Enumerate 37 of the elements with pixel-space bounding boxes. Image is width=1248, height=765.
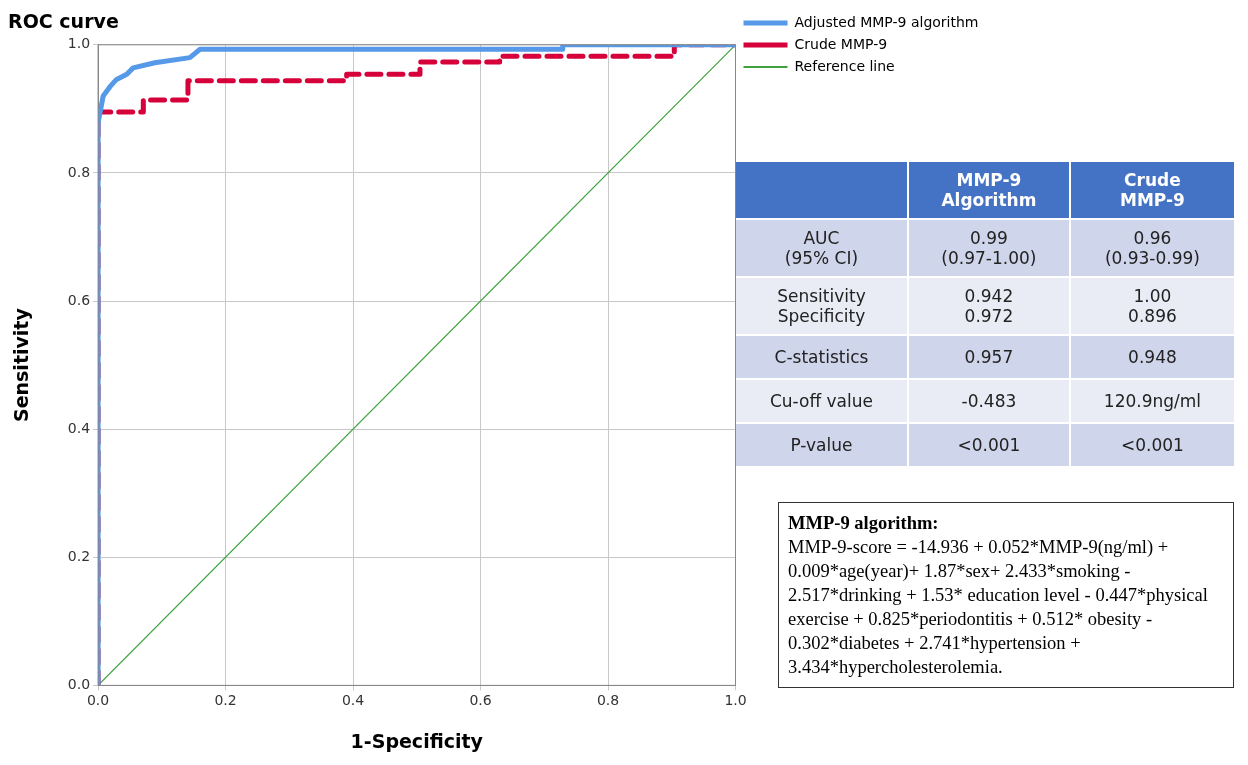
text: 1.00 0.896 (1128, 286, 1177, 326)
text: 0.99 (0.97-1.00) (941, 228, 1037, 268)
x-tick-label: 0.6 (469, 692, 492, 709)
category-label: AUC (95% CI) (784, 228, 859, 268)
y-tick-label: 0.6 (67, 291, 91, 308)
text: 0.957 (964, 347, 1014, 367)
legend-label: Adjusted MMP-9 algorithm (794, 13, 979, 30)
y-axis-title: Sensitivity (10, 307, 33, 423)
y-tick-label: 0.0 (67, 676, 91, 693)
category-label: Crude MMP-9 (1069, 162, 1235, 219)
x-axis-title: 1-Specificity (350, 729, 484, 752)
x-tick-label: 0.4 (341, 692, 365, 709)
text: <0.001 (1120, 435, 1184, 455)
text: -0.483 (961, 391, 1017, 411)
legend-label: Reference line (794, 57, 895, 74)
category-label: C-statistics (774, 347, 869, 367)
text: MMP-9-score = -14.936 + 0.052*MMP-9(ng/ml) + 0.009*age(year)+ 1.87*sex+ 2.433*smoking - 2.517*drinking + 1.53* education level - 0.447*physical exercise + 0.825*periodontitis + 0.512* obesity - 0.302*diabetes + 2.741*hypertension + 3.434*hypercholesterolemia. (788, 536, 1209, 679)
text: 0.942 0.972 (964, 286, 1014, 326)
text: 120.9ng/ml (1103, 391, 1202, 411)
text: <0.001 (957, 435, 1021, 455)
x-tick-label: 1.0 (724, 692, 747, 709)
text: 0.96 (0.93-0.99) (1104, 228, 1200, 268)
legend-label: Crude MMP-9 (794, 35, 888, 52)
text: 0.948 (1128, 347, 1177, 367)
y-tick-label: 0.8 (67, 163, 91, 180)
x-tick-label: 0.2 (214, 692, 237, 709)
y-tick-label: 1.0 (67, 35, 91, 52)
category-label: MMP-9 Algorithm (907, 162, 1070, 219)
category-label: Sensitivity Specificity (777, 286, 866, 326)
x-tick-label: 0.0 (86, 692, 110, 709)
category-label: Cu-off value (769, 391, 873, 411)
chart-title: ROC curve (8, 10, 119, 33)
y-tick-label: 0.2 (67, 547, 91, 564)
text: MMP-9 algorithm: (788, 512, 940, 535)
category-label: P-value (790, 435, 853, 455)
x-tick-label: 0.8 (596, 692, 620, 709)
y-tick-label: 0.4 (67, 419, 91, 436)
